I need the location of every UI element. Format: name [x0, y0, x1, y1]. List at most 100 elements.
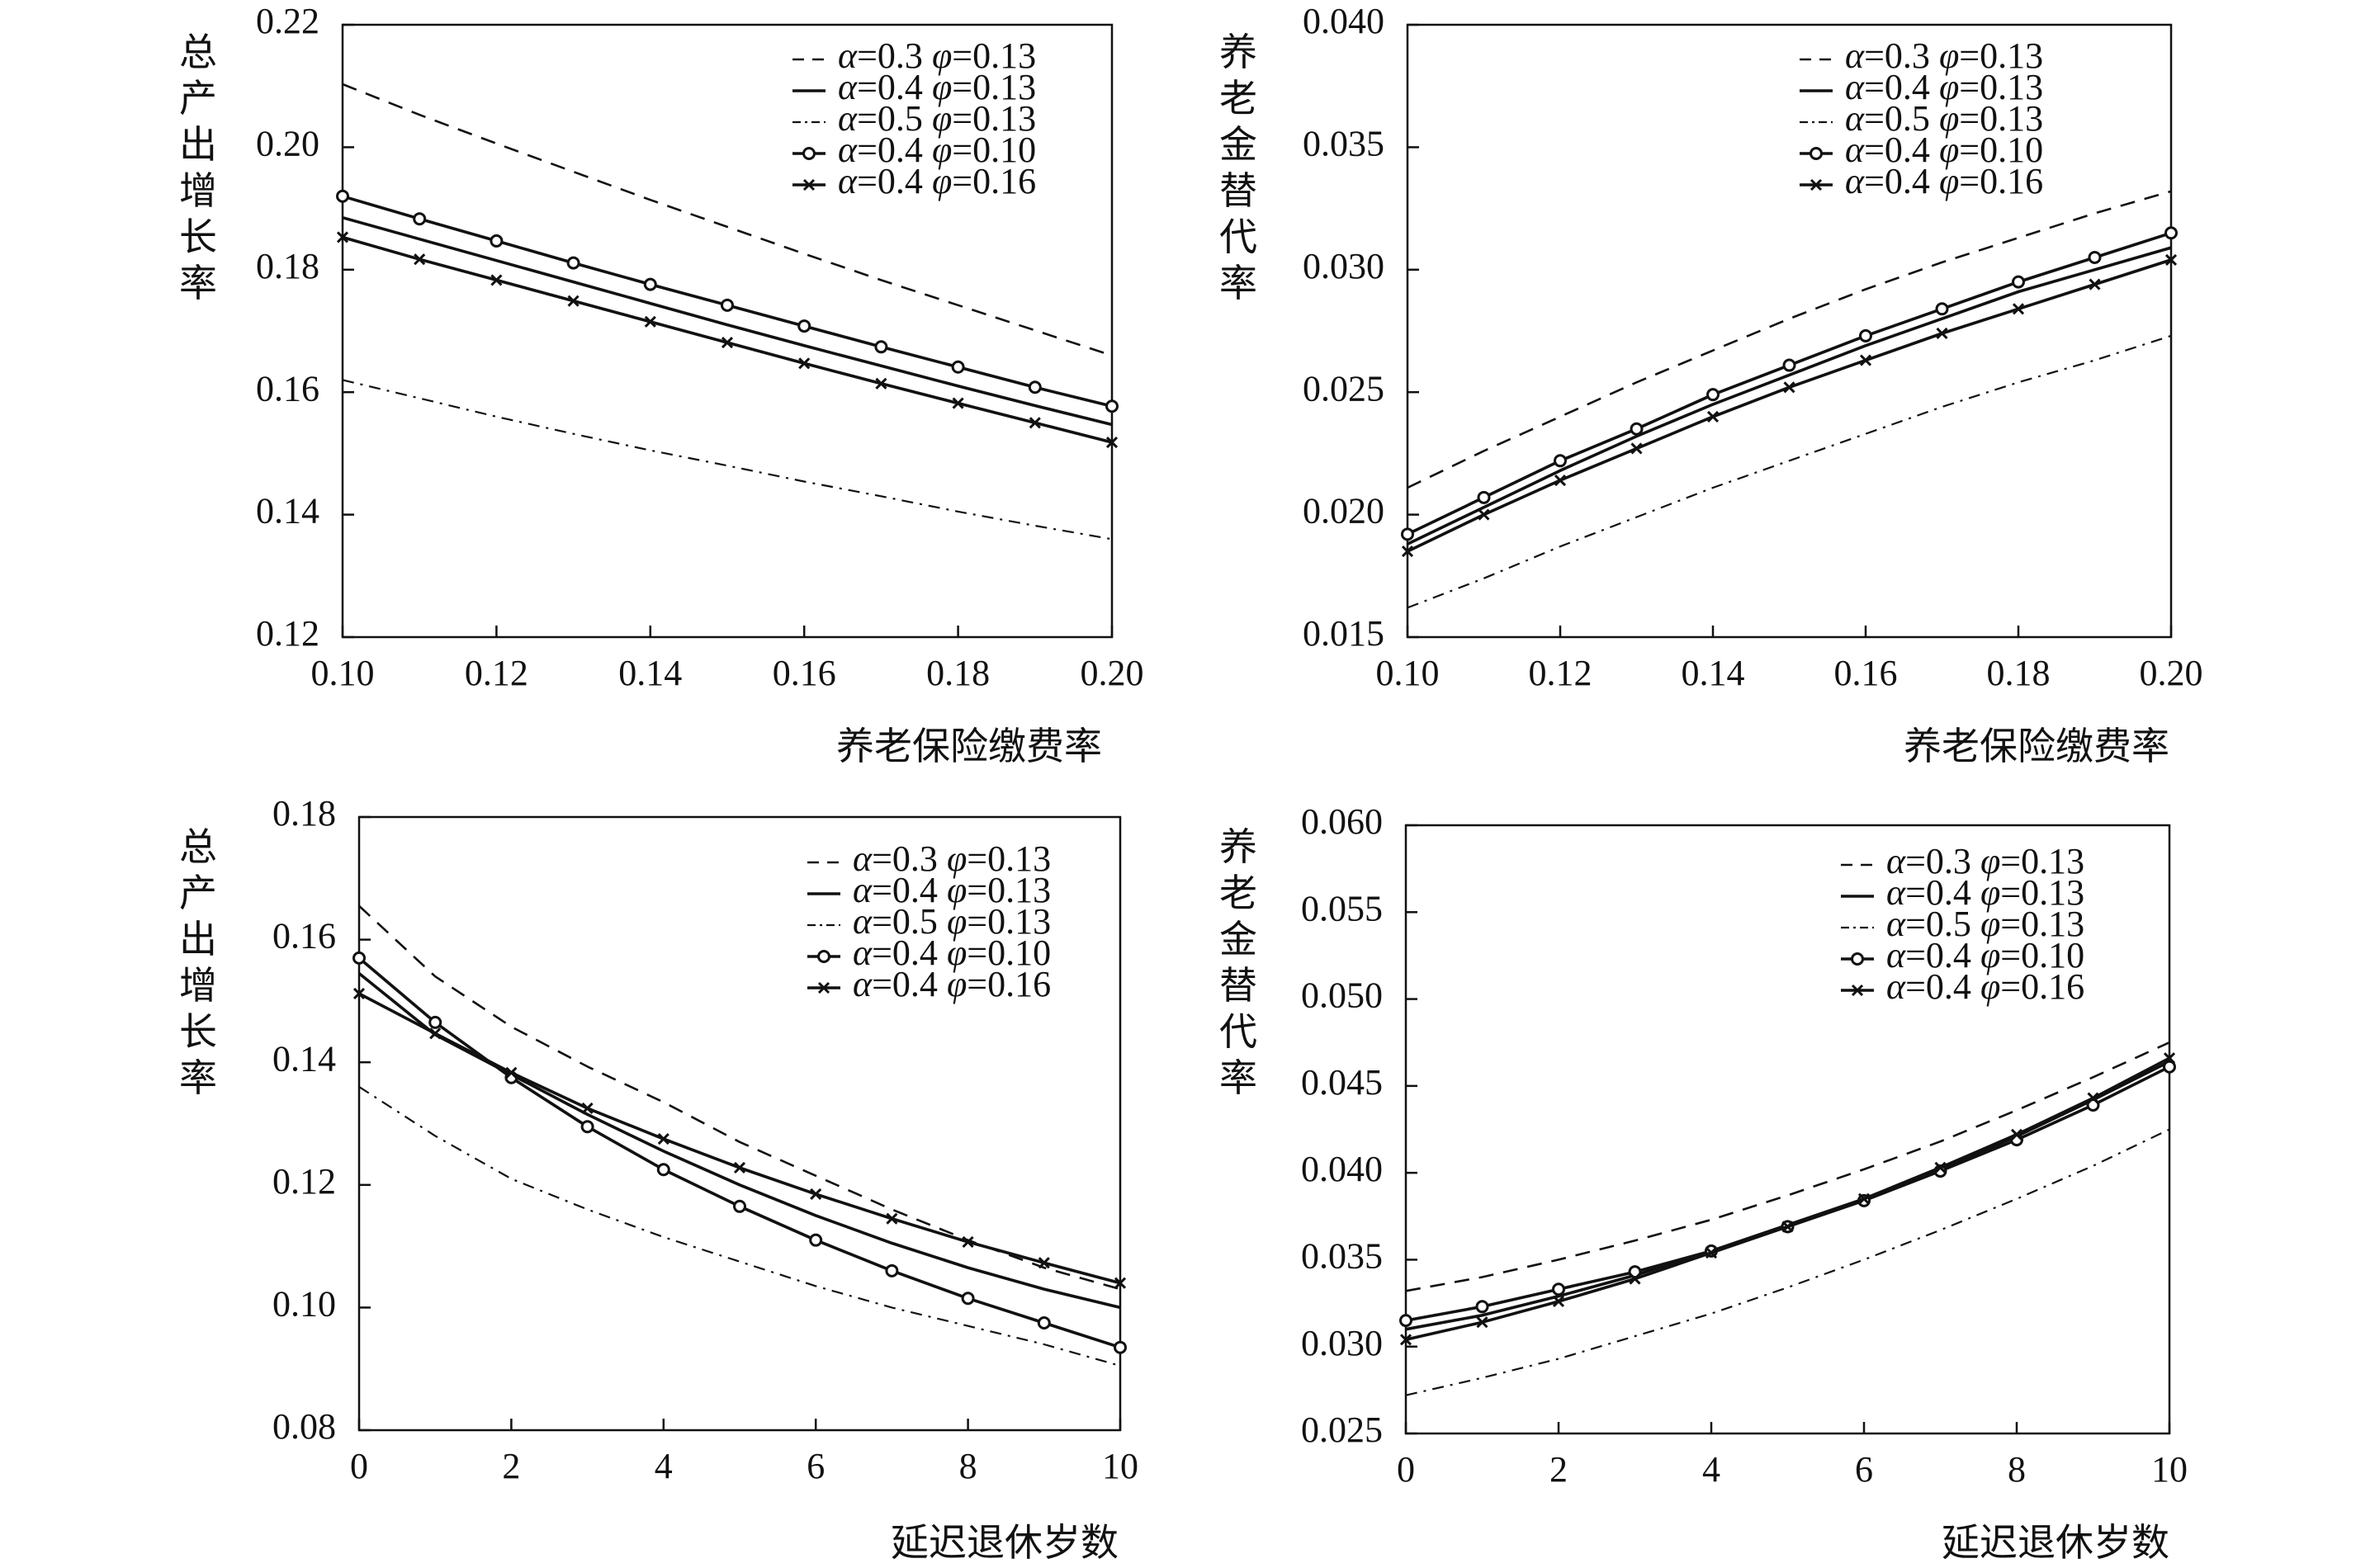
data-point — [2012, 303, 2025, 315]
x-tick-label: 0.12 — [465, 653, 528, 693]
x-tick-label: 0.10 — [1376, 653, 1440, 693]
data-point — [885, 1263, 899, 1278]
chart-panel-1: 0.120.140.160.180.200.220.10 0.12 0.14 0.16… — [179, 1, 1144, 767]
y-tick-label: 0.040 — [1301, 1149, 1383, 1189]
data-point — [1028, 380, 1042, 394]
series-line — [342, 379, 1113, 541]
data-point — [1105, 399, 1119, 413]
x-tick-label: 0.16 — [773, 653, 836, 693]
chart-panel-3: 0.08 0.10 0.12 0.14 0.16 0.18 0 2 4 6 8 10 总产出增长率延迟退… — [179, 793, 1138, 1564]
legend-item: α=0.4 φ=0.10 — [807, 933, 1051, 973]
legend-item: α=0.4 φ=0.10 — [1800, 130, 2043, 170]
legend-item: α=0.4 φ=0.16 — [807, 964, 1051, 1004]
y-tick-label: 0.060 — [1301, 801, 1383, 842]
data-point — [733, 1199, 746, 1213]
series-circle — [352, 951, 1127, 1354]
y-tick-label: 0.10 — [272, 1283, 336, 1324]
series-line — [1405, 1041, 2170, 1292]
data-point — [1706, 388, 1720, 402]
legend-item: α=0.4 φ=0.16 — [1841, 966, 2084, 1007]
data-point — [951, 360, 965, 374]
data-point — [505, 1066, 518, 1079]
y-tick-label: 0.18 — [256, 246, 319, 286]
data-point — [2163, 1060, 2176, 1074]
data-point — [1859, 354, 1872, 366]
series-line — [358, 1085, 1121, 1367]
legend-item: α=0.5 φ=0.13 — [792, 98, 1036, 139]
series-line — [342, 235, 1113, 444]
legend-marker — [1810, 147, 1823, 160]
legend-label: α=0.4 φ=0.13 — [1886, 872, 2084, 913]
y-tick-label: 0.18 — [272, 793, 336, 834]
legend-label: α=0.4 φ=0.10 — [838, 130, 1036, 170]
y-tick-label: 0.12 — [256, 613, 319, 654]
x-tick-label: 0.20 — [2140, 653, 2203, 693]
data-point — [1399, 1334, 1412, 1346]
data-point — [952, 397, 964, 409]
legend-item: α=0.4 φ=0.13 — [792, 67, 1036, 107]
y-tick-label: 0.030 — [1303, 246, 1384, 286]
data-point — [1629, 1273, 1641, 1285]
x-tick-label: 2 — [502, 1446, 520, 1486]
data-point — [490, 234, 504, 248]
legend-item: α=0.3 φ=0.13 — [1841, 841, 2084, 881]
series-line — [342, 215, 1113, 427]
data-point — [2012, 275, 2025, 289]
legend-item: α=0.5 φ=0.13 — [807, 901, 1051, 942]
data-point — [2010, 1128, 2023, 1141]
series-line — [358, 992, 1121, 1285]
data-point — [581, 1102, 594, 1114]
data-point — [352, 951, 366, 965]
y-axis-label: 养老金替代率 — [1219, 31, 1257, 305]
legend-item: α=0.4 φ=0.16 — [792, 161, 1036, 201]
data-point — [414, 253, 426, 266]
y-tick-label: 0.030 — [1301, 1323, 1383, 1363]
x-tick-label: 0.18 — [1987, 653, 2051, 693]
x-axis-label: 养老保险缴费率 — [1904, 725, 2169, 767]
x-tick-label: 8 — [2008, 1449, 2026, 1490]
legend-item: α=0.3 φ=0.13 — [792, 35, 1036, 76]
series-dashdot — [1405, 1128, 2170, 1396]
series-line — [1405, 1060, 2170, 1331]
data-point — [2089, 278, 2101, 290]
data-point — [428, 1015, 442, 1029]
data-point — [1475, 1300, 1489, 1314]
data-point — [810, 1188, 822, 1201]
data-point — [1401, 527, 1414, 541]
legend-item: α=0.4 φ=0.16 — [1800, 161, 2043, 201]
x-axis-label: 延迟退休岁数 — [1942, 1522, 2169, 1564]
y-tick-label: 0.020 — [1303, 491, 1384, 531]
data-point — [580, 1120, 594, 1134]
y-tick-label: 0.16 — [272, 916, 336, 956]
series-circle — [1401, 226, 2178, 541]
legend-item: α=0.4 φ=0.10 — [792, 130, 1036, 170]
data-point — [1706, 410, 1720, 423]
x-tick-label: 8 — [959, 1446, 977, 1486]
legend-item: α=0.4 φ=0.13 — [807, 870, 1051, 910]
data-point — [809, 1233, 823, 1247]
data-point — [1114, 1340, 1127, 1354]
x-axis-label: 延迟退休岁数 — [891, 1522, 1119, 1564]
y-tick-label: 0.025 — [1301, 1410, 1383, 1450]
y-tick-label: 0.035 — [1303, 123, 1384, 163]
legend-label: α=0.5 φ=0.13 — [853, 901, 1051, 942]
series-solid — [1405, 1060, 2170, 1331]
legend-marker — [817, 981, 830, 994]
series-circle — [1399, 1060, 2176, 1328]
legend-label: α=0.3 φ=0.13 — [1845, 35, 2043, 76]
series-line — [342, 83, 1113, 357]
legend-label: α=0.4 φ=0.16 — [1845, 161, 2043, 201]
series-line — [1407, 246, 2172, 545]
data-point — [1038, 1257, 1050, 1269]
data-point — [490, 274, 503, 286]
legend: α=0.3 φ=0.13α=0.4 φ=0.13α=0.5 φ=0.13α=0.… — [807, 838, 1051, 1004]
y-tick-label: 0.050 — [1301, 975, 1383, 1016]
series-line — [1407, 190, 2172, 489]
series-solid — [342, 215, 1113, 427]
x-tick-label: 4 — [655, 1446, 673, 1486]
y-axis-label: 养老金替代率 — [1219, 826, 1257, 1099]
series-cross — [352, 987, 1127, 1289]
data-point — [1857, 1193, 1871, 1205]
data-point — [566, 256, 580, 270]
